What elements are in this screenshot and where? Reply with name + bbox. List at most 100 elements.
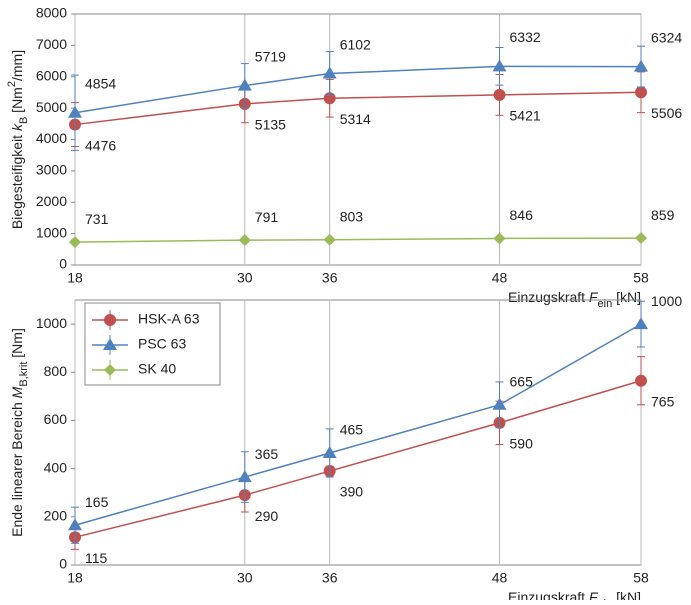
axis-label: Einzugskraft Fein [kN]	[508, 589, 641, 600]
axis-label: Biegesteifigkeit kB [Nm2/mm]	[6, 50, 30, 229]
x-tick-label: 30	[237, 270, 253, 286]
x-tick-label: 48	[492, 570, 508, 586]
data-label: 5719	[255, 48, 286, 64]
label-part: B,krit	[18, 362, 30, 387]
data-label: 365	[255, 446, 279, 462]
legend-label: HSK-A 63	[138, 311, 200, 327]
data-label: 5506	[651, 105, 682, 121]
marker	[493, 232, 506, 245]
data-label: 765	[651, 393, 675, 409]
series-line	[74, 65, 642, 114]
y-tick-label: 8000	[36, 5, 67, 21]
marker	[104, 364, 116, 376]
label-part: F	[589, 589, 599, 600]
data-label: 803	[340, 209, 364, 225]
label-part: [kN]	[612, 289, 641, 305]
marker	[322, 66, 337, 79]
data-label: 791	[255, 209, 279, 225]
x-tick-label: 36	[322, 570, 338, 586]
marker	[69, 236, 81, 249]
y-tick-label: 1000	[36, 224, 67, 240]
y-tick-label: 7000	[36, 36, 67, 52]
legend-label: SK 40	[138, 361, 176, 377]
marker	[104, 314, 116, 326]
x-tick-label: 48	[492, 270, 508, 286]
marker	[237, 78, 252, 91]
marker	[68, 105, 82, 118]
series-line	[74, 237, 642, 243]
marker	[237, 470, 252, 483]
data-label: 115	[85, 550, 108, 566]
marker	[635, 86, 647, 99]
data-label: 6332	[510, 29, 541, 45]
series-line	[74, 379, 642, 539]
data-label: 590	[510, 436, 534, 452]
y-tick-label: 3000	[36, 162, 67, 178]
marker	[635, 232, 647, 245]
y-tick-label: 5000	[36, 99, 67, 115]
data-label: 731	[85, 211, 109, 227]
y-tick-label: 0	[59, 256, 67, 272]
data-label: 290	[255, 508, 279, 524]
x-tick-label: 58	[633, 570, 649, 586]
label-part: [Nm	[9, 87, 25, 117]
label-part: Ende linearer Bereich	[9, 398, 25, 537]
data-label: 665	[510, 373, 534, 389]
marker	[634, 317, 648, 330]
label-part: Einzugskraft	[508, 289, 589, 305]
data-label: 5314	[340, 111, 371, 127]
label-part: /mm]	[9, 50, 25, 81]
marker	[635, 374, 647, 387]
label-part: [Nm]	[9, 328, 25, 361]
axis-label: Einzugskraft Fein [kN]	[508, 289, 641, 310]
data-label: 465	[340, 422, 364, 438]
y-tick-label: 0	[59, 556, 67, 572]
axis-label: Ende linearer Bereich MB,krit [Nm]	[9, 328, 30, 537]
label-part: [kN]	[612, 589, 641, 600]
data-label: 859	[651, 207, 675, 223]
y-tick-label: 400	[44, 459, 68, 475]
data-label: 165	[85, 494, 109, 510]
data-label: 390	[340, 484, 364, 500]
label-part: F	[589, 289, 599, 305]
label-part: Biegesteifigkeit	[9, 131, 25, 229]
marker	[68, 518, 82, 531]
x-tick-label: 30	[237, 570, 253, 586]
marker	[492, 397, 507, 410]
y-tick-label: 600	[44, 411, 68, 427]
label-part: B	[18, 117, 30, 124]
label-part: M	[9, 386, 25, 398]
data-label: 6324	[651, 29, 682, 45]
x-tick-label: 36	[322, 270, 338, 286]
legend: HSK-A 63 PSC 63 SK 40	[84, 302, 221, 386]
marker	[492, 59, 507, 72]
marker	[322, 445, 337, 458]
y-tick-label: 4000	[36, 130, 67, 146]
data-label: 6102	[340, 36, 371, 52]
x-tick-label: 58	[633, 270, 649, 286]
label-part: ein	[598, 298, 613, 310]
data-label: 5421	[510, 108, 541, 124]
data-label: 846	[510, 207, 534, 223]
marker	[323, 233, 336, 246]
y-tick-label: 6000	[36, 67, 67, 83]
data-label: 5135	[255, 117, 286, 133]
y-tick-label: 800	[44, 363, 68, 379]
data-label: 4854	[85, 75, 116, 91]
marker	[238, 234, 251, 247]
y-tick-label: 2000	[36, 193, 67, 209]
data-label: 1000	[651, 293, 682, 309]
marker	[493, 88, 506, 101]
x-tick-label: 18	[67, 270, 83, 286]
legend-label: PSC 63	[138, 336, 186, 352]
x-tick-label: 18	[67, 570, 83, 586]
label-part: Einzugskraft	[508, 589, 589, 600]
label-part: k	[9, 123, 25, 131]
data-label: 4476	[85, 137, 116, 153]
y-tick-label: 200	[44, 508, 68, 524]
marker	[103, 338, 117, 350]
y-tick-label: 1000	[36, 315, 67, 331]
label-part: 2	[6, 81, 18, 87]
marker	[634, 59, 648, 72]
